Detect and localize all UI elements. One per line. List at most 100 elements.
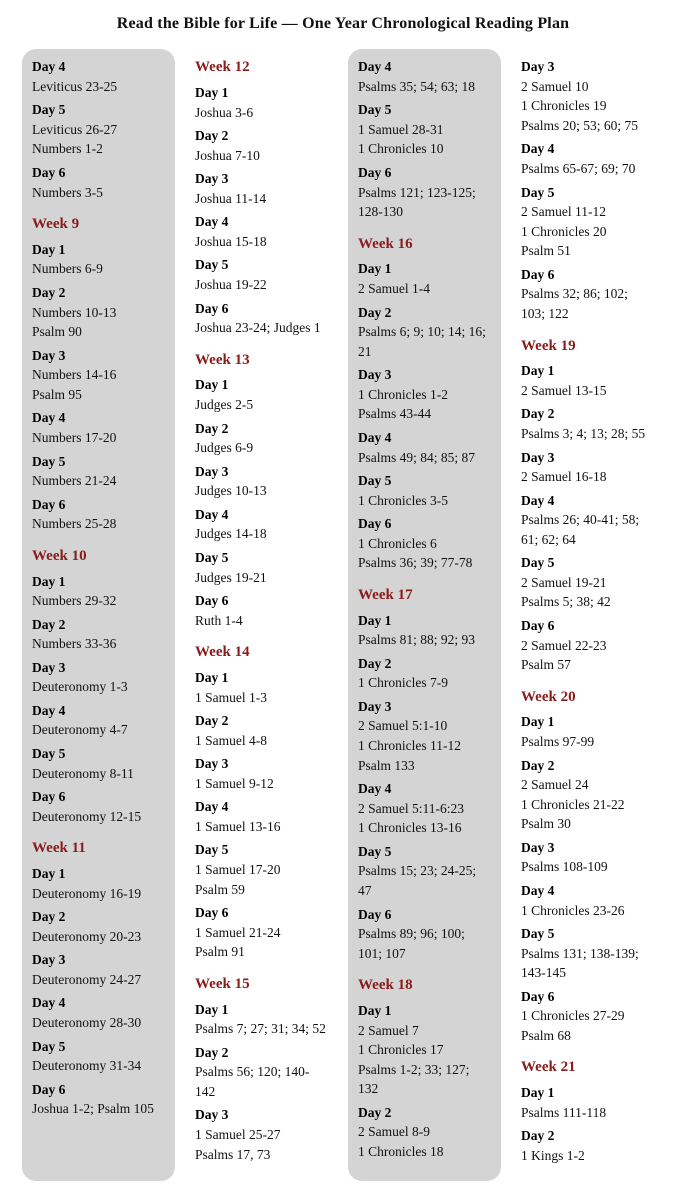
reading-line: Psalms 6; 9; 10; 14; 16; 21 bbox=[358, 322, 491, 361]
day-heading: Day 6 bbox=[195, 903, 328, 923]
day-heading: Day 2 bbox=[32, 283, 165, 303]
reading-line: Joshua 23-24; Judges 1 bbox=[195, 318, 328, 338]
day-heading: Day 1 bbox=[521, 361, 654, 381]
reading-line: 1 Chronicles 1-2 bbox=[358, 385, 491, 405]
week-heading: Week 17 bbox=[358, 585, 491, 607]
day-heading: Day 5 bbox=[358, 100, 491, 120]
reading-line: 1 Samuel 28-31 bbox=[358, 120, 491, 140]
day-heading: Day 6 bbox=[195, 299, 328, 319]
page-title: Read the Bible for Life — One Year Chron… bbox=[22, 12, 664, 35]
day-heading: Day 1 bbox=[521, 712, 654, 732]
reading-line: 1 Chronicles 27-29 bbox=[521, 1006, 654, 1026]
day-heading: Day 3 bbox=[358, 365, 491, 385]
reading-line: 2 Samuel 16-18 bbox=[521, 467, 654, 487]
day-heading: Day 6 bbox=[32, 495, 165, 515]
reading-line: 2 Samuel 22-23 bbox=[521, 636, 654, 656]
reading-line: Psalms 108-109 bbox=[521, 857, 654, 877]
day-heading: Day 3 bbox=[195, 754, 328, 774]
day-heading: Day 5 bbox=[358, 471, 491, 491]
day-heading: Day 6 bbox=[358, 163, 491, 183]
reading-line: 1 Chronicles 11-12 bbox=[358, 736, 491, 756]
column-2: Week 12Day 1Joshua 3-6Day 2Joshua 7-10Da… bbox=[185, 49, 338, 1181]
reading-line: Joshua 7-10 bbox=[195, 146, 328, 166]
reading-line: Psalms 89; 96; 100; 101; 107 bbox=[358, 924, 491, 963]
reading-line: 1 Chronicles 10 bbox=[358, 139, 491, 159]
reading-line: Psalms 81; 88; 92; 93 bbox=[358, 630, 491, 650]
reading-line: Joshua 11-14 bbox=[195, 189, 328, 209]
day-heading: Day 2 bbox=[32, 615, 165, 635]
column-4: Day 32 Samuel 101 Chronicles 19Psalms 20… bbox=[511, 49, 664, 1181]
reading-line: Ruth 1-4 bbox=[195, 611, 328, 631]
reading-line: Joshua 19-22 bbox=[195, 275, 328, 295]
column-1: Day 4Leviticus 23-25Day 5Leviticus 26-27… bbox=[22, 49, 175, 1181]
week-heading: Week 12 bbox=[195, 57, 328, 79]
reading-line: Deuteronomy 1-3 bbox=[32, 677, 165, 697]
reading-line: 2 Samuel 19-21 bbox=[521, 573, 654, 593]
day-heading: Day 6 bbox=[521, 987, 654, 1007]
reading-line: 1 Chronicles 6 bbox=[358, 534, 491, 554]
day-heading: Day 6 bbox=[32, 1080, 165, 1100]
day-heading: Day 3 bbox=[32, 658, 165, 678]
reading-line: 2 Samuel 1-4 bbox=[358, 279, 491, 299]
reading-line: Psalms 1-2; 33; 127; 132 bbox=[358, 1060, 491, 1099]
reading-line: Joshua 3-6 bbox=[195, 103, 328, 123]
reading-line: 2 Samuel 5:11-6:23 bbox=[358, 799, 491, 819]
reading-line: Psalm 133 bbox=[358, 756, 491, 776]
reading-line: Numbers 3-5 bbox=[32, 183, 165, 203]
day-heading: Day 3 bbox=[32, 950, 165, 970]
reading-line: 1 Chronicles 19 bbox=[521, 96, 654, 116]
reading-line: Psalms 32; 86; 102; 103; 122 bbox=[521, 284, 654, 323]
reading-line: Psalm 95 bbox=[32, 385, 165, 405]
reading-line: Numbers 10-13 bbox=[32, 303, 165, 323]
day-heading: Day 2 bbox=[195, 126, 328, 146]
reading-line: 1 Samuel 25-27 bbox=[195, 1125, 328, 1145]
reading-line: Judges 14-18 bbox=[195, 524, 328, 544]
reading-line: Psalms 111-118 bbox=[521, 1103, 654, 1123]
reading-line: Psalms 56; 120; 140-142 bbox=[195, 1062, 328, 1101]
reading-line: Psalm 57 bbox=[521, 655, 654, 675]
reading-line: 1 Chronicles 20 bbox=[521, 222, 654, 242]
reading-line: Judges 19-21 bbox=[195, 568, 328, 588]
reading-line: Numbers 21-24 bbox=[32, 471, 165, 491]
reading-line: Leviticus 26-27 bbox=[32, 120, 165, 140]
day-heading: Day 3 bbox=[521, 838, 654, 858]
day-heading: Day 5 bbox=[195, 255, 328, 275]
week-heading: Week 21 bbox=[521, 1057, 654, 1079]
day-heading: Day 1 bbox=[358, 259, 491, 279]
day-heading: Day 5 bbox=[521, 924, 654, 944]
reading-line: 1 Samuel 9-12 bbox=[195, 774, 328, 794]
day-heading: Day 6 bbox=[521, 616, 654, 636]
day-heading: Day 1 bbox=[195, 83, 328, 103]
reading-line: 1 Chronicles 17 bbox=[358, 1040, 491, 1060]
reading-line: 2 Samuel 13-15 bbox=[521, 381, 654, 401]
day-heading: Day 3 bbox=[195, 462, 328, 482]
day-heading: Day 4 bbox=[358, 779, 491, 799]
reading-line: Psalm 90 bbox=[32, 322, 165, 342]
reading-line: 1 Chronicles 3-5 bbox=[358, 491, 491, 511]
week-heading: Week 9 bbox=[32, 214, 165, 236]
day-heading: Day 2 bbox=[195, 711, 328, 731]
day-heading: Day 4 bbox=[521, 139, 654, 159]
reading-line: 2 Samuel 11-12 bbox=[521, 202, 654, 222]
day-heading: Day 6 bbox=[32, 787, 165, 807]
day-heading: Day 5 bbox=[521, 553, 654, 573]
reading-line: Deuteronomy 8-11 bbox=[32, 764, 165, 784]
reading-line: 1 Samuel 1-3 bbox=[195, 688, 328, 708]
reading-line: Numbers 29-32 bbox=[32, 591, 165, 611]
day-heading: Day 2 bbox=[521, 404, 654, 424]
day-heading: Day 5 bbox=[32, 744, 165, 764]
reading-line: Psalms 121; 123-125; 128-130 bbox=[358, 183, 491, 222]
reading-line: 1 Samuel 4-8 bbox=[195, 731, 328, 751]
day-heading: Day 2 bbox=[195, 1043, 328, 1063]
reading-line: Psalms 65-67; 69; 70 bbox=[521, 159, 654, 179]
reading-line: Psalms 20; 53; 60; 75 bbox=[521, 116, 654, 136]
day-heading: Day 3 bbox=[358, 697, 491, 717]
day-heading: Day 2 bbox=[32, 907, 165, 927]
reading-line: Psalm 51 bbox=[521, 241, 654, 261]
week-heading: Week 13 bbox=[195, 350, 328, 372]
reading-line: Psalms 5; 38; 42 bbox=[521, 592, 654, 612]
day-heading: Day 6 bbox=[358, 514, 491, 534]
week-heading: Week 16 bbox=[358, 234, 491, 256]
day-heading: Day 1 bbox=[195, 375, 328, 395]
day-heading: Day 4 bbox=[195, 505, 328, 525]
